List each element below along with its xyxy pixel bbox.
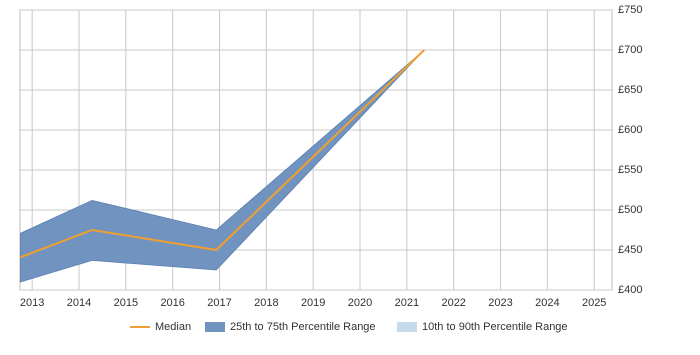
y-tick-label: £550 — [618, 164, 642, 176]
median-line — [20, 49, 425, 259]
legend-swatch — [397, 322, 417, 332]
x-tick-label: 2017 — [207, 297, 231, 309]
x-tick-label: 2014 — [67, 297, 91, 309]
y-tick-label: £750 — [618, 4, 642, 16]
y-tick-label: £450 — [618, 244, 642, 256]
x-tick-label: 2023 — [488, 297, 512, 309]
percentile-band — [20, 49, 425, 283]
y-tick-label: £500 — [618, 204, 642, 216]
x-tick-label: 2013 — [20, 297, 44, 309]
x-tick-label: 2016 — [160, 297, 184, 309]
x-tick-label: 2020 — [348, 297, 372, 309]
y-tick-label: £700 — [618, 44, 642, 56]
x-tick-label: 2015 — [114, 297, 138, 309]
x-tick-label: 2019 — [301, 297, 325, 309]
y-tick-label: £650 — [618, 84, 642, 96]
legend-label: 25th to 75th Percentile Range — [230, 321, 376, 333]
x-tick-label: 2024 — [535, 297, 559, 309]
legend-swatch — [205, 322, 225, 332]
y-tick-label: £600 — [618, 124, 642, 136]
x-tick-label: 2021 — [395, 297, 419, 309]
x-tick-label: 2022 — [441, 297, 465, 309]
y-tick-label: £400 — [618, 284, 642, 296]
legend-label: 10th to 90th Percentile Range — [422, 321, 568, 333]
x-tick-label: 2018 — [254, 297, 278, 309]
x-tick-label: 2025 — [582, 297, 606, 309]
legend-label: Median — [155, 321, 191, 333]
